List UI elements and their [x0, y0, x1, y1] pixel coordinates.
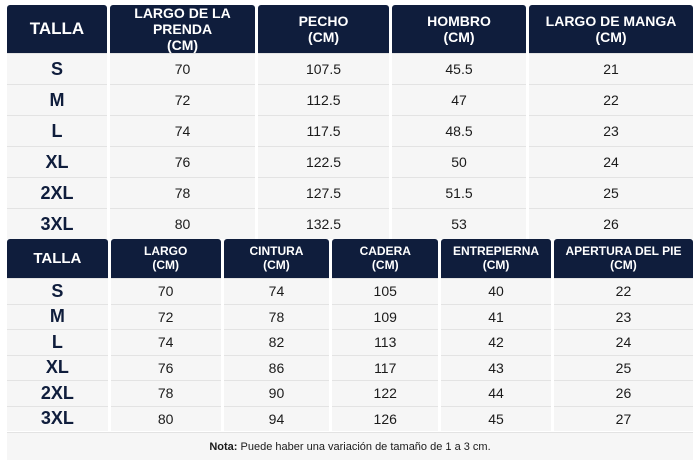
column-header: TALLA [7, 239, 108, 278]
note-text: Puede haber una variación de tamaño de 1… [237, 441, 491, 453]
table-cell: 94 [223, 405, 330, 431]
table-cell: 74 [110, 115, 255, 147]
table-cell: 132.5 [258, 208, 389, 240]
column-header: HOMBRO (CM) [392, 5, 526, 54]
size-variation-note: Nota: Puede haber una variación de tamañ… [7, 432, 693, 460]
table-header-row: TALLA LARGO (CM) CINTURA (CM) CADERA (CM) E… [7, 239, 693, 278]
table-cell: 78 [223, 303, 330, 329]
table-row: M 72 78 109 41 23 [7, 303, 693, 329]
table-cell: 44 [441, 380, 551, 406]
lower-size-table: TALLA LARGO (CM) CINTURA (CM) CADERA (CM) E… [4, 239, 696, 431]
size-label: XL [7, 146, 107, 178]
table-cell: 22 [553, 278, 693, 304]
table-cell: 51.5 [392, 177, 526, 209]
table-cell: 42 [441, 329, 551, 355]
table-cell: 53 [392, 208, 526, 240]
column-header: APERTURA DEL PIE (CM) [553, 239, 693, 278]
table-row: 3XL 80 132.5 53 26 [7, 208, 693, 240]
table-cell: 43 [441, 354, 551, 380]
table-cell: 80 [110, 208, 255, 240]
table-cell: 122 [332, 380, 439, 406]
table-cell: 105 [332, 278, 439, 304]
table-cell: 74 [223, 278, 330, 304]
size-label: L [7, 329, 108, 355]
column-header: ENTREPIERNA (CM) [441, 239, 551, 278]
size-label: M [7, 303, 108, 329]
table-cell: 90 [223, 380, 330, 406]
column-header: CINTURA (CM) [223, 239, 330, 278]
table-cell: 78 [110, 177, 255, 209]
table-cell: 109 [332, 303, 439, 329]
table-cell: 72 [110, 84, 255, 116]
table-cell: 21 [529, 53, 693, 85]
table-cell: 127.5 [258, 177, 389, 209]
table-row: L 74 82 113 42 24 [7, 329, 693, 355]
table-cell: 86 [223, 354, 330, 380]
table-row: XL 76 86 117 43 25 [7, 354, 693, 380]
table-cell: 41 [441, 303, 551, 329]
upper-size-table: TALLA LARGO DE LA PRENDA (CM) PECHO (CM) H… [4, 5, 696, 240]
column-header: LARGO (CM) [110, 239, 221, 278]
table-cell: 40 [441, 278, 551, 304]
table-cell: 122.5 [258, 146, 389, 178]
table-cell: 117 [332, 354, 439, 380]
table-row: XL 76 122.5 50 24 [7, 146, 693, 178]
column-header: LARGO DE MANGA (CM) [529, 5, 693, 54]
table-cell: 24 [553, 329, 693, 355]
table-cell: 126 [332, 405, 439, 431]
table-row: S 70 74 105 40 22 [7, 278, 693, 304]
size-label: 3XL [7, 405, 108, 431]
table-cell: 45.5 [392, 53, 526, 85]
table-cell: 78 [110, 380, 221, 406]
size-label: M [7, 84, 107, 116]
table-cell: 76 [110, 146, 255, 178]
table-cell: 112.5 [258, 84, 389, 116]
column-header: CADERA (CM) [332, 239, 439, 278]
table-cell: 107.5 [258, 53, 389, 85]
table-cell: 22 [529, 84, 693, 116]
table-cell: 72 [110, 303, 221, 329]
table-cell: 26 [553, 380, 693, 406]
size-label: 3XL [7, 208, 107, 240]
size-label: S [7, 278, 108, 304]
table-row: L 74 117.5 48.5 23 [7, 115, 693, 147]
table-cell: 27 [553, 405, 693, 431]
table-cell: 76 [110, 354, 221, 380]
size-label: S [7, 53, 107, 85]
table-row: 2XL 78 127.5 51.5 25 [7, 177, 693, 209]
table-row: M 72 112.5 47 22 [7, 84, 693, 116]
size-label: L [7, 115, 107, 147]
table-cell: 25 [529, 177, 693, 209]
table-cell: 23 [529, 115, 693, 147]
table-cell: 74 [110, 329, 221, 355]
column-header: TALLA [7, 5, 107, 54]
table-row: 2XL 78 90 122 44 26 [7, 380, 693, 406]
table-cell: 48.5 [392, 115, 526, 147]
table-header-row: TALLA LARGO DE LA PRENDA (CM) PECHO (CM) H… [7, 5, 693, 54]
table-cell: 80 [110, 405, 221, 431]
note-label: Nota: [209, 441, 238, 453]
size-label: 2XL [7, 380, 108, 406]
table-cell: 82 [223, 329, 330, 355]
table-cell: 45 [441, 405, 551, 431]
column-header: LARGO DE LA PRENDA (CM) [110, 5, 255, 54]
table-cell: 50 [392, 146, 526, 178]
table-row: S 70 107.5 45.5 21 [7, 53, 693, 85]
table-cell: 24 [529, 146, 693, 178]
size-label: 2XL [7, 177, 107, 209]
size-label: XL [7, 354, 108, 380]
table-cell: 70 [110, 278, 221, 304]
table-cell: 117.5 [258, 115, 389, 147]
table-row: 3XL 80 94 126 45 27 [7, 405, 693, 431]
table-cell: 113 [332, 329, 439, 355]
table-cell: 47 [392, 84, 526, 116]
table-cell: 70 [110, 53, 255, 85]
table-cell: 23 [553, 303, 693, 329]
table-cell: 26 [529, 208, 693, 240]
table-cell: 25 [553, 354, 693, 380]
column-header: PECHO (CM) [258, 5, 389, 54]
